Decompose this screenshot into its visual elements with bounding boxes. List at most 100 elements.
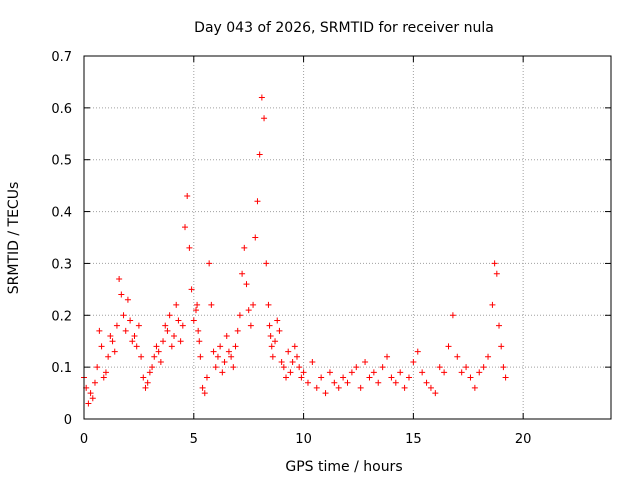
data-point [162,322,169,329]
data-point [423,379,430,386]
data-point [208,301,215,308]
data-point [357,384,364,391]
data-point [370,369,377,376]
data-point [265,301,272,308]
data-point [258,94,265,101]
data-point [254,198,261,205]
data-point [188,286,195,293]
data-point [221,358,228,365]
data-point [348,369,355,376]
data-point [250,301,257,308]
data-point [182,224,189,231]
data-point [190,317,197,324]
data-point [206,260,213,267]
x-tick-label: 20 [515,432,532,447]
data-point [118,291,125,298]
data-point [197,353,204,360]
data-point [291,343,298,350]
data-point [151,353,158,360]
data-point [269,353,276,360]
data-point [375,379,382,386]
data-point [419,369,426,376]
data-point [476,369,483,376]
chart-title: Day 043 of 2026, SRMTID for receiver nul… [194,20,494,36]
data-point [266,322,273,329]
data-point [445,343,452,350]
data-point [485,353,492,360]
data-point [166,312,173,319]
data-point [100,374,107,381]
data-point [268,343,275,350]
data-point [116,275,123,282]
data-point [379,364,386,371]
data-point [471,384,478,391]
data-point [146,369,153,376]
data-point [313,384,320,391]
data-point [175,317,182,324]
data-point [326,369,333,376]
data-point [502,374,509,381]
y-tick-label: 0.5 [51,154,72,169]
data-point [195,327,202,334]
data-point [304,379,311,386]
data-point [164,327,171,334]
data-point [120,312,127,319]
data-point [234,327,241,334]
plot-frame [83,55,612,420]
data-point [155,348,162,355]
data-point [184,193,191,200]
data-point [344,379,351,386]
data-point [105,353,112,360]
data-point [192,307,199,314]
y-tick-label: 0.4 [51,206,72,221]
data-point [267,333,274,340]
data-point [98,343,105,350]
data-point [467,374,474,381]
data-point [261,115,268,122]
data-point [410,358,417,365]
data-point [252,234,259,241]
y-tick-label: 0.2 [51,309,72,324]
data-point [199,384,206,391]
data-point [454,353,461,360]
x-tick-label: 15 [405,432,422,447]
y-tick-label: 0 [64,413,72,428]
data-point [113,322,120,329]
data-point [133,343,140,350]
data-point [111,348,118,355]
data-point [241,244,248,251]
data-point [278,358,285,365]
data-point [89,395,96,402]
data-point [171,333,178,340]
data-point [219,369,226,376]
data-point [168,343,175,350]
data-point [298,374,305,381]
data-point [223,333,230,340]
data-points [81,94,509,407]
data-point [256,151,263,158]
data-point [309,358,316,365]
data-point [432,390,439,397]
data-point [140,374,147,381]
data-point [201,390,208,397]
data-point [496,322,503,329]
data-point [225,348,232,355]
data-point [353,364,360,371]
data-point [153,343,160,350]
data-point [280,364,287,371]
data-point [331,379,338,386]
data-point [322,390,329,397]
data-point [177,338,184,345]
data-point [107,333,114,340]
data-point [230,364,237,371]
data-point [500,364,507,371]
x-axis-label: GPS time / hours [285,459,402,475]
data-point [388,374,395,381]
data-point [276,327,283,334]
tick-labels: 0 5 10 15 20 0 0.1 0.2 0.3 0.4 0.5 0.6 0.7 [51,50,531,447]
data-point [124,296,131,303]
data-point [173,301,180,308]
data-point [397,369,404,376]
data-point [127,317,134,324]
data-point [335,384,342,391]
